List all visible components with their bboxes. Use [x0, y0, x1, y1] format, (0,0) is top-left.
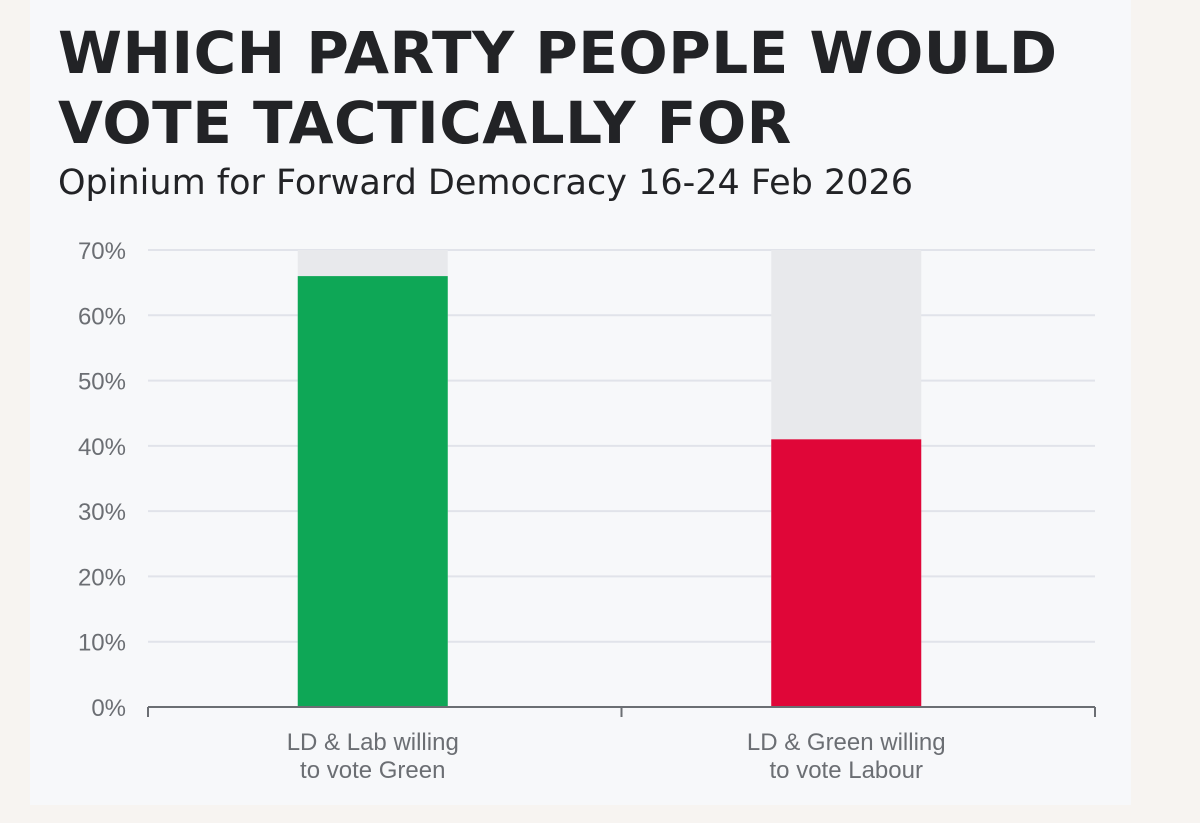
y-tick-label: 40% — [78, 434, 126, 461]
y-tick-label: 30% — [78, 499, 126, 526]
chart-title: WHICH PARTY PEOPLE WOULD VOTE TACTICALLY… — [58, 18, 1057, 158]
title-line-1: WHICH PARTY PEOPLE WOULD — [58, 19, 1058, 87]
chart-subtitle: Opinium for Forward Democracy 16-24 Feb … — [58, 163, 914, 203]
bar — [771, 439, 922, 707]
y-tick-label: 60% — [78, 303, 126, 330]
bar — [297, 276, 448, 707]
x-category-label: to vote Labour — [770, 757, 923, 784]
x-category-label: to vote Green — [300, 757, 445, 784]
x-category-label: LD & Lab willing — [287, 729, 459, 756]
y-tick-label: 10% — [78, 630, 126, 657]
y-tick-label: 50% — [78, 369, 126, 396]
chart-card — [30, 0, 1131, 805]
y-tick-label: 20% — [78, 564, 126, 591]
x-category-label: LD & Green willing — [747, 729, 946, 756]
y-tick-label: 0% — [91, 695, 126, 722]
title-line-2: VOTE TACTICALLY FOR — [58, 89, 792, 157]
y-tick-label: 70% — [78, 238, 126, 265]
